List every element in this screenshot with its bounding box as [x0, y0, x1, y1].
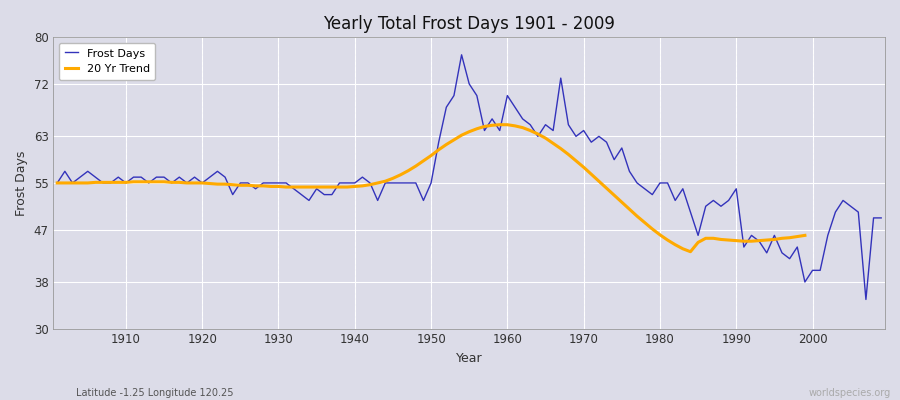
Frost Days	[502, 93, 513, 98]
Frost Days	[456, 52, 467, 57]
Frost Days	[281, 180, 292, 185]
20 Yr Trend	[685, 249, 696, 254]
20 Yr Trend	[799, 233, 810, 238]
Frost Days	[509, 105, 520, 110]
Text: Latitude -1.25 Longitude 120.25: Latitude -1.25 Longitude 120.25	[76, 388, 234, 398]
20 Yr Trend	[448, 138, 459, 142]
Frost Days	[327, 192, 338, 197]
20 Yr Trend	[281, 185, 292, 190]
Y-axis label: Frost Days: Frost Days	[15, 150, 28, 216]
20 Yr Trend	[494, 122, 505, 127]
Frost Days	[860, 297, 871, 302]
Text: worldspecies.org: worldspecies.org	[809, 388, 891, 398]
Line: 20 Yr Trend: 20 Yr Trend	[58, 125, 805, 252]
20 Yr Trend	[647, 226, 658, 231]
20 Yr Trend	[52, 180, 63, 185]
20 Yr Trend	[426, 153, 436, 158]
Frost Days	[52, 180, 63, 185]
Legend: Frost Days, 20 Yr Trend: Frost Days, 20 Yr Trend	[59, 43, 156, 80]
20 Yr Trend	[250, 184, 261, 188]
20 Yr Trend	[228, 182, 238, 187]
Frost Days	[876, 216, 886, 220]
X-axis label: Year: Year	[456, 352, 482, 365]
Title: Yearly Total Frost Days 1901 - 2009: Yearly Total Frost Days 1901 - 2009	[323, 15, 615, 33]
Frost Days	[112, 175, 123, 180]
Frost Days	[601, 140, 612, 144]
Line: Frost Days: Frost Days	[58, 55, 881, 300]
